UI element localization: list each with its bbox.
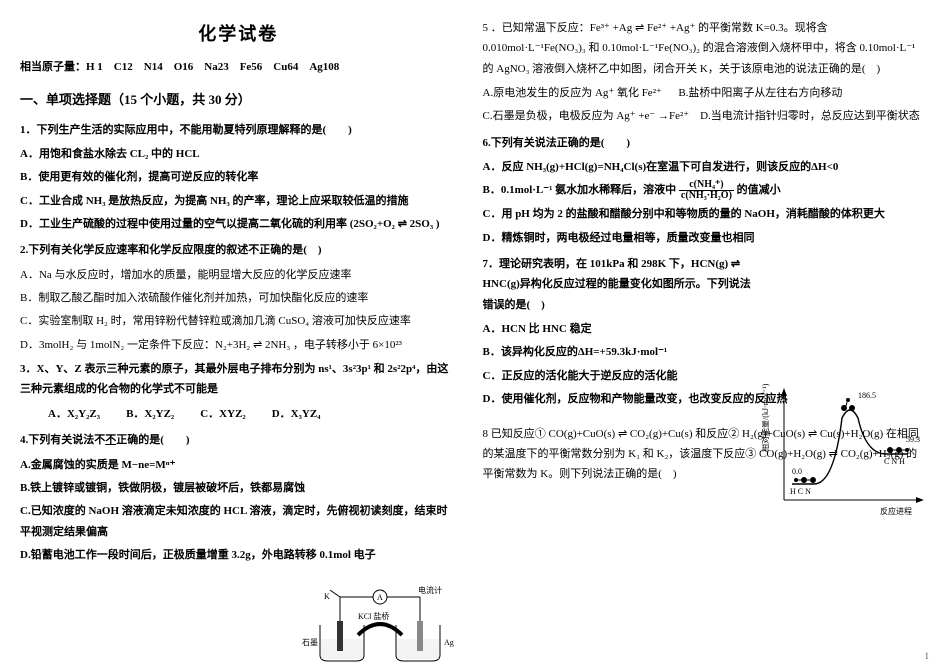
ylabel: 相对能量/(kJ·mol⁻¹) (762, 383, 770, 452)
q4-a: A.金属腐蚀的实质是 M−ne=Mⁿ⁺ (20, 455, 457, 475)
q1-stem: 1．下列生产生活的实际应用中，不能用勒夏特列原理解释的是( ) (20, 120, 457, 140)
svg-text:A: A (377, 593, 383, 602)
q3-options: A．X₂Y₂Z₃ B．X₂YZ₂ C．XYZ₂ D．X₃YZ₄ (48, 404, 457, 424)
start-val: 0.0 (792, 467, 802, 476)
q4-c: C.已知浓度的 NaOH 溶液滴定未知浓度的 HCL 溶液，滴定时，先俯视初读刻… (20, 501, 457, 542)
bridge-label: KCl 盐桥 (358, 611, 389, 621)
xlabel: 反应进程 (880, 506, 912, 516)
switch-k: K (324, 592, 330, 601)
left-electrode: 石墨 (302, 638, 318, 647)
peak-val: 186.5 (858, 391, 876, 400)
q1-c: C．工业合成 NH₃ 是放热反应，为提高 NH₃ 的产率，理论上应采取较低温的措… (20, 191, 457, 211)
q5-c: C.石墨是负极，电极反应为 Ag⁺ +e⁻ →Fe²⁺ (483, 110, 690, 122)
meter-label: 电流计 (418, 585, 442, 595)
q2-a: A．Na 与水反应时，增加水的质量，能明显增大反应的化学反应速率 (20, 265, 457, 285)
start-molecule (794, 477, 816, 483)
q6-b-frac: c(NH₄⁺) c(NH₃·H₂O) (679, 180, 734, 201)
atomic-masses: 相当原子量：H 1 C12 N14 O16 Na23 Fe56 Cu64 Ag1… (20, 57, 457, 77)
q6-c: C．用 pH 均为 2 的盐酸和醋酸分别中和等物质的量的 NaOH，消耗醋酸的体… (483, 204, 928, 224)
q1-a: A．用饱和食盐水除去 CL₂ 中的 HCL (20, 144, 457, 164)
q3-d: D．X₃YZ₄ (272, 404, 321, 424)
q5-b: B.盐桥中阳离子从左往右方向移动 (678, 87, 842, 99)
end-mol: C N H (884, 457, 905, 466)
q4-stem: 4.下列有关说法不不正确的是( ) (20, 430, 457, 450)
q3-stem: 3．X、Y、Z 表示三种元素的原子，其最外层电子排布分别为 ns¹、3s²3p¹… (20, 359, 457, 400)
q6-b-tail: 的值减小 (737, 184, 781, 196)
end-val: 59.3 (906, 435, 920, 444)
q3-a: A．X₂Y₂Z₃ (48, 404, 100, 424)
page-number: 1 (925, 651, 930, 661)
q6-b: B．0.1mol·L⁻¹ 氨水加水稀释后，溶液中 c(NH₄⁺) c(NH₃·H… (483, 180, 928, 201)
q4-d: D.铅蓄电池工作一段时间后，正极质量增重 3.2g，外电路转移 0.1mol 电… (20, 545, 457, 565)
q4-stem-head: 4.下列有关说法不 (20, 434, 105, 446)
q4-b: B.铁上镀锌或镀铜，铁做阴极，镀层被破坏后，铁都易腐蚀 (20, 478, 457, 498)
q6-b-head: B．0.1mol·L⁻¹ 氨水加水稀释后，溶液中 (483, 184, 677, 196)
q5-row2: C.石墨是负极，电极反应为 Ag⁺ +e⁻ →Fe²⁺ D.当电流计指针归零时，… (483, 106, 928, 126)
q7-b: B．该异构化反应的ΔH=+59.3kJ·mol⁻¹ (483, 342, 928, 362)
start-mol: H C N (790, 487, 811, 496)
q7-stem: 7．理论研究表明，在 101kPa 和 298K 下，HCN(g) ⇌ HNC(… (483, 254, 928, 315)
q6-a: A．反应 NH₃(g)+HCl(g)=NH₄Cl(s)在室温下可自发进行，则该反… (483, 157, 928, 177)
q3-c: C．XYZ₂ (200, 404, 245, 424)
q5-row1: A.原电池发生的反应为 Ag⁺ 氧化 Fe²⁺ B.盐桥中阳离子从左往右方向移动 (483, 83, 928, 103)
end-molecule (887, 447, 909, 453)
peak-molecule (841, 398, 855, 411)
q2-stem: 2.下列有关化学反应速率和化学反应限度的叙述不正确的是( ) (20, 240, 457, 260)
q7-a: A．HCN 比 HNC 稳定 (483, 319, 928, 339)
section-1-heading: 一、单项选择题（15 个小题，共 30 分） (20, 88, 457, 112)
q4-stem-tail: 正确的是( ) (116, 434, 189, 446)
q1-d: D．工业生产硫酸的过程中使用过量的空气以提高二氧化硫的利用率 (2SO₂+O₂ … (20, 214, 457, 234)
q2-b: B．制取乙酸乙酯时加入浓硫酸作催化剂并加热，可加快酯化反应的速率 (20, 288, 457, 308)
right-electrode: Ag (444, 638, 454, 647)
left-column: 化学试卷 相当原子量：H 1 C12 N14 O16 Na23 Fe56 Cu6… (0, 0, 473, 667)
q5-d: D.当电流计指针归零时，总反应达到平衡状态 (700, 110, 920, 122)
q2-c: C．实验室制取 H₂ 时，常用锌粉代替锌粒或滴加几滴 CuSO₄ 溶液可加快反应… (20, 311, 457, 331)
doc-title: 化学试卷 (20, 18, 457, 51)
q1-b: B．使用更有效的催化剂，提高可逆反应的转化率 (20, 167, 457, 187)
q2-d: D．3molH₂ 与 1molN₂ 一定条件下反应：N₂+3H₂ ⇌ 2NH₃ … (20, 335, 457, 355)
q6b-frac-d: c(NH₃·H₂O) (679, 191, 734, 201)
q3-b: B．X₂YZ₂ (126, 404, 174, 424)
circuit-figure: 电流计 A K KCl 盐桥 石墨 Ag (300, 585, 460, 663)
q6-d: D．精炼铜时，两电极经过电量相等，质量改变量也相同 (483, 228, 928, 248)
energy-diagram: 相对能量/(kJ·mol⁻¹) 反应进程 0.0 H C N 186.5 (762, 382, 927, 517)
q5-stem: 5 ．已知常温下反应：Fe³⁺ +Ag ⇌ Fe²⁺ +Ag⁺ 的平衡常数 K=… (483, 18, 928, 79)
q5-a: A.原电池发生的反应为 Ag⁺ 氧化 Fe²⁺ (483, 87, 662, 99)
right-column: 5 ．已知常温下反应：Fe³⁺ +Ag ⇌ Fe²⁺ +Ag⁺ 的平衡常数 K=… (473, 0, 945, 667)
q6-stem: 6.下列有关说法正确的是( ) (483, 133, 928, 153)
